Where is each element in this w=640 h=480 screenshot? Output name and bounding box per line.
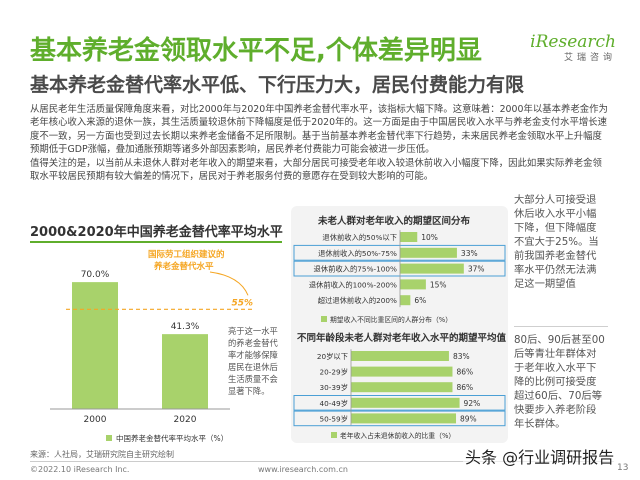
category-label-3: 退休前收入的100%-200%: [309, 280, 397, 289]
category-label-3: 40-49岁: [320, 399, 349, 408]
category-label-0: 20岁以下: [317, 352, 348, 361]
expectation-distribution-chart: 退休前收入的50%以下 10% 退休前收入的50%-75% 33% 退休前收入的75%-…: [293, 230, 506, 324]
x-tick-2000: 2000: [84, 415, 107, 425]
category-label-2: 退休前收入的75%-100%: [314, 265, 398, 274]
body-paragraph-1: 从居民老年生活质量保障角度来看，对比2000年与2020年中国养老金替代率水平，…: [30, 104, 608, 156]
highlight-box-1: [293, 244, 506, 261]
legend-label: 期望收入不同比重区间的人群分布（%）: [330, 315, 452, 324]
copyright: ©2022.10 iResearch Inc.: [30, 465, 130, 474]
expectation-chart-title: 未老人群对老年收入的期望区间分布: [318, 216, 471, 227]
hbar-value-1: 33%: [461, 249, 478, 258]
watermark: 头条 @行业调研报告: [463, 444, 617, 468]
hbar-value-4: 89%: [460, 414, 477, 423]
iresearch-logo: iResearch 艾瑞咨询: [530, 32, 616, 63]
hbar-3: [400, 279, 426, 290]
hbar-value-2: 86%: [456, 383, 473, 392]
hbar-1: [400, 247, 457, 258]
bar-2020: [162, 334, 208, 409]
hbar-value-1: 86%: [456, 368, 473, 377]
footer-rule: [30, 461, 614, 462]
legend-label: 老年收入占未退休前收入的比重（%）: [340, 431, 455, 440]
hbar-value-4: 6%: [414, 296, 426, 305]
category-label-4: 50-59岁: [320, 414, 349, 423]
reference-annotation-line2: 养老金替代水平: [153, 261, 214, 272]
legend-swatch: [106, 435, 112, 441]
reference-annotation-line1: 国际劳工组织建议的: [148, 249, 225, 260]
hbar-4: [351, 413, 457, 424]
note-divider: [514, 326, 608, 327]
body-text: 从居民老年生活质量保障角度来看，对比2000年与2020年中国养老金替代率水平，…: [30, 103, 610, 183]
bar-2000: [72, 282, 118, 409]
highlight-box-2: [293, 260, 506, 277]
reference-line-label: 55%: [231, 298, 253, 308]
category-label-4: 超过退休前收入的200%: [318, 296, 397, 305]
legend-swatch: [321, 316, 327, 322]
age-expectation-chart: 20岁以下 83% 20-29岁 86% 30-39岁 86% 40-49岁 92% 50-59…: [293, 349, 506, 440]
left-title-underline: [30, 241, 282, 243]
x-tick-2020: 2020: [174, 415, 197, 425]
note-2: 80后、90后甚至00后等青壮年群体对于老年收入水平下降的比例可接受度超过60后…: [514, 334, 605, 430]
hbar-value-0: 10%: [421, 233, 438, 242]
logo-subtext: 艾瑞咨询: [563, 53, 616, 63]
page-subtitle: 基本养老金替代率水平低、下行压力大，居民付费能力有限: [30, 74, 525, 96]
body-paragraph-2: 值得关注的是，以当前从未退休人群对老年收入的期望来看，大部分居民可接受老年收入较…: [30, 157, 602, 183]
page-title: 基本养老金领取水平不足,个体差异明显: [30, 36, 482, 66]
hbar-value-3: 15%: [430, 280, 447, 289]
category-label-0: 退休前收入的50%以下: [322, 233, 397, 242]
hbar-value-3: 92%: [464, 399, 481, 408]
logo-text: iResearch: [530, 32, 616, 52]
replacement-rate-bar-chart: 70.0% 2000 41.3% 2020 55% 国际劳工组织建议的养老金替代水平中国养…: [50, 249, 255, 443]
hbar-value-0: 83%: [453, 352, 470, 361]
hbar-2: [351, 382, 453, 393]
bar-value-label-2020: 41.3%: [171, 322, 200, 332]
hbar-1: [351, 366, 453, 377]
category-label-1: 20-29岁: [320, 368, 349, 377]
hbar-0: [400, 232, 418, 242]
hbar-0: [351, 351, 449, 361]
annotation-arrow: [209, 271, 249, 296]
left-chart-title: 2000&2020年中国养老金替代率平均水平: [30, 225, 283, 240]
age-chart-title: 不同年龄段未老人群对老年收入水平的期望平均值: [297, 333, 507, 344]
category-label-1: 退休前收入的50%-75%: [318, 249, 397, 258]
highlight-box-4: [293, 410, 506, 427]
hbar-value-2: 37%: [468, 265, 485, 274]
hbar-2: [400, 263, 464, 274]
highlight-box-3: [293, 395, 506, 411]
callout-text: 亮于这一水平的养老金替代率才能够保障居民在退休后生活质量不会显著下降。: [228, 326, 278, 396]
source-note: 来源：人社局，艾瑞研究院自主研究绘制: [30, 450, 174, 459]
bar-value-label-2000: 70.0%: [81, 270, 110, 280]
note-1: 大部分人可接受退休后收入水平小幅下降，但下降幅度不宜大于25%。当前我国养老金替…: [514, 194, 599, 290]
hbar-3: [351, 397, 460, 408]
legend-label: 中国养老金替代率平均水平（%）: [116, 433, 228, 443]
hbar-4: [400, 295, 411, 306]
website: www.iresearch.com.cn: [258, 465, 348, 474]
legend-swatch: [331, 432, 337, 438]
category-label-2: 30-39岁: [320, 383, 349, 392]
page-number: 13: [617, 463, 629, 473]
